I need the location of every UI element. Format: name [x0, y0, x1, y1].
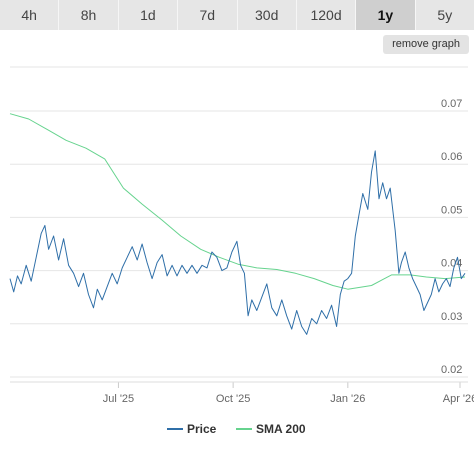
y-tick-label: 0.03 — [441, 311, 462, 323]
tab-30d[interactable]: 30d — [237, 0, 297, 30]
x-tick-label: Apr '26 — [443, 393, 474, 405]
tab-7d[interactable]: 7d — [178, 0, 238, 30]
x-tick-label: Jan '26 — [330, 393, 365, 405]
legend-price-label: Price — [187, 422, 217, 436]
x-tick-label: Oct '25 — [216, 393, 251, 405]
remove-graph-button[interactable]: remove graph — [383, 35, 469, 54]
price-chart: 0.02 0.03 0.04 0.05 0.06 0.07 Jul '25 Oct '25 Ja… — [9, 66, 474, 436]
tab-8h[interactable]: 8h — [59, 0, 119, 30]
tab-1y[interactable]: 1y — [356, 0, 416, 30]
tab-1d[interactable]: 1d — [118, 0, 179, 30]
y-tick-label: 0.04 — [441, 258, 462, 270]
y-tick-label: 0.02 — [441, 364, 462, 376]
legend-price: Price — [167, 422, 217, 436]
y-tick-label: 0.06 — [441, 151, 462, 163]
y-tick-label: 0.07 — [441, 98, 462, 110]
tab-5y[interactable]: 5y — [415, 0, 474, 30]
legend-sma-200: SMA 200 — [236, 422, 306, 436]
time-range-tabs: 4h 8h 1d 7d 30d 120d 1y 5y — [0, 0, 474, 30]
tab-4h[interactable]: 4h — [0, 0, 60, 30]
y-tick-label: 0.05 — [441, 204, 462, 216]
price-line — [9, 150, 466, 335]
legend-sma-label: SMA 200 — [256, 422, 306, 436]
tab-120d[interactable]: 120d — [296, 0, 357, 30]
x-tick-label: Jul '25 — [103, 393, 134, 405]
sma-line — [9, 113, 466, 290]
